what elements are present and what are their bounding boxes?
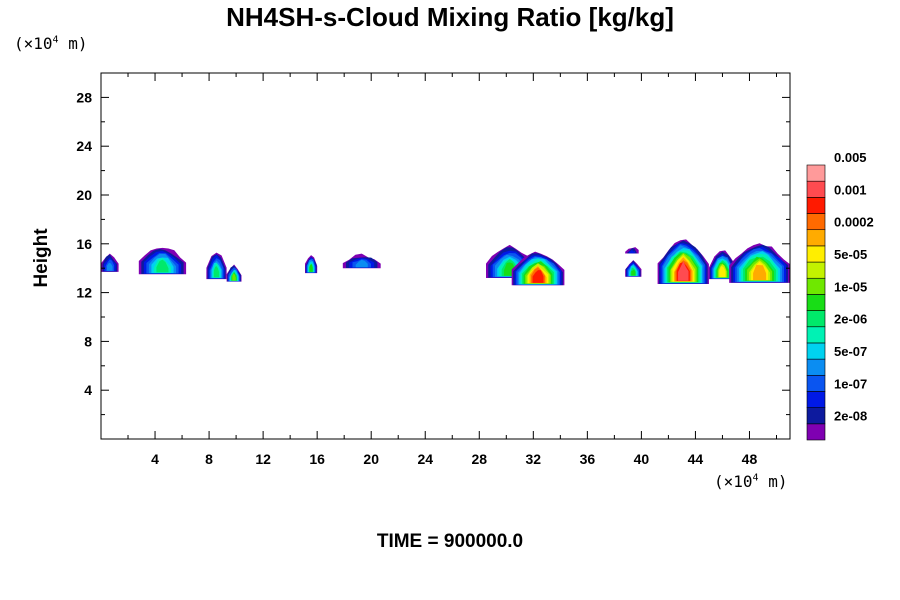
colorbar-swatch [806, 229, 826, 247]
cloud-blob [101, 253, 119, 272]
cloud-contour [753, 264, 767, 280]
x-tick-label: 32 [526, 451, 542, 467]
x-tick-label: 48 [742, 451, 758, 467]
x-tick-label: 16 [309, 451, 325, 467]
colorbar-swatch [806, 213, 826, 231]
x-tick-label: 40 [634, 451, 650, 467]
colorbar-swatch [806, 197, 826, 214]
colorbar-swatch [806, 277, 826, 295]
cloud-contour [629, 249, 635, 254]
x-tick-label: 8 [205, 451, 213, 467]
x-tick-label: 28 [471, 451, 487, 467]
y-tick-label: 16 [76, 236, 92, 252]
colorbar-label: 5e-07 [834, 344, 867, 359]
colorbar-label: 2e-08 [834, 409, 867, 424]
x-tick-label: 44 [688, 451, 704, 467]
y-tick-label: 20 [76, 187, 92, 203]
cloud-blob [304, 255, 318, 274]
cloud-contour [355, 259, 368, 268]
cloud-contour [678, 261, 689, 281]
cloud-contour [156, 259, 169, 273]
colorbar-label: 5e-05 [834, 247, 867, 262]
colorbar-label: 0.0002 [834, 215, 874, 230]
x-unit-suffix: m) [758, 472, 788, 491]
x-tick-label: 20 [363, 451, 379, 467]
cloud-contour [106, 262, 113, 271]
colorbar-swatch [806, 391, 826, 408]
y-tick-label: 24 [76, 138, 92, 154]
cloud-blob [708, 250, 736, 280]
colorbar-label: 0.001 [834, 182, 867, 197]
colorbar-swatch [806, 164, 826, 182]
cloud-blob [625, 247, 639, 254]
y-tick-label: 8 [84, 333, 92, 349]
colorbar-swatch [806, 245, 826, 263]
colorbar-swatch [806, 358, 826, 376]
cloud-contour [719, 266, 726, 278]
x-tick-label: 36 [580, 451, 596, 467]
cloud-contour [309, 264, 313, 272]
x-unit-exponent: 4 [752, 472, 759, 484]
colorbar-label: 0.005 [834, 150, 867, 165]
y-tick-label: 12 [76, 285, 92, 301]
x-unit-prefix: (×10 [714, 472, 753, 491]
y-tick-label: 28 [76, 89, 92, 105]
y-unit-exponent: 4 [52, 34, 59, 46]
time-label: TIME = 900000.0 [376, 531, 524, 552]
colorbar-swatch [806, 294, 826, 311]
cloud-contour [213, 266, 220, 278]
y-unit-suffix: m) [58, 34, 88, 53]
colorbar-swatch [806, 342, 826, 360]
plot-frame [100, 72, 791, 440]
x-tick-label: 24 [417, 451, 433, 467]
colorbar-label: 1e-05 [834, 279, 867, 294]
colorbar-swatch [806, 423, 826, 441]
x-axis-unit: (×104 m) [714, 472, 787, 491]
colorbar-swatch [806, 310, 826, 328]
cloud-blob [657, 239, 709, 285]
cloud-blob [511, 251, 565, 286]
colorbar-label: 2e-06 [834, 312, 867, 327]
cloud-blob [625, 260, 642, 277]
cloud-blob [342, 253, 381, 269]
colorbar-swatch [806, 180, 826, 198]
cloud-contour [631, 269, 636, 276]
colorbar-swatch [806, 407, 826, 425]
y-axis-unit: (×104 m) [14, 34, 87, 53]
y-tick-label: 4 [84, 382, 92, 398]
x-tick-label: 4 [151, 451, 159, 467]
y-unit-prefix: (×10 [14, 34, 53, 53]
colorbar-swatch [806, 374, 826, 392]
colorbar: 2e-08 1e-07 5e-07 2e-06 1e-05 5e-05 0.0002 0.00… [806, 150, 874, 441]
cloud-blob [206, 252, 227, 280]
colorbar-label: 1e-07 [834, 376, 867, 391]
cloud-blob [226, 264, 242, 282]
chart-title: NH4SH-s-Cloud Mixing Ratio [kg/kg] [226, 2, 674, 32]
cloud-contour [232, 273, 236, 281]
colorbar-swatch [806, 261, 826, 279]
cloud-blob [729, 243, 790, 283]
plot-area [101, 239, 790, 286]
cloud-blob [138, 247, 187, 275]
x-tick-label: 12 [255, 451, 271, 467]
cloud-contour [532, 270, 544, 283]
colorbar-swatch [806, 326, 826, 344]
